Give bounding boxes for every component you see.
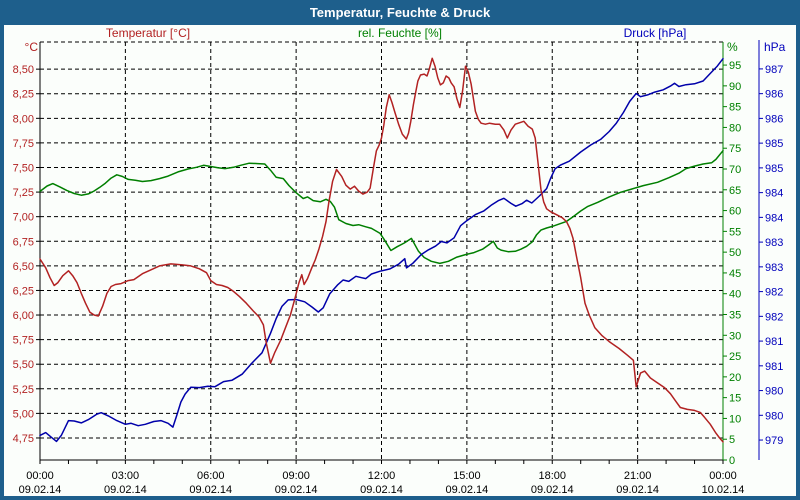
window-titlebar: Temperatur, Feuchte & Druck — [0, 0, 800, 25]
humidity-tick-label: 60 — [729, 206, 741, 218]
pressure-tick-label: 979 — [765, 435, 783, 447]
time-tick-label: 03:00 — [112, 470, 140, 482]
window-title: Temperatur, Feuchte & Druck — [309, 5, 491, 20]
date-tick-label: 10.02.14 — [702, 484, 745, 496]
pressure-axis-unit: hPa — [764, 40, 786, 54]
temperature-series-label: Temperatur [°C] — [105, 26, 191, 40]
pressure-tick-label: 987 — [765, 64, 783, 76]
date-tick-label: 09.02.14 — [445, 484, 488, 496]
temperature-tick-label: 5,00 — [13, 408, 34, 420]
humidity-tick-label: 80 — [729, 122, 741, 134]
humidity-tick-label: 5 — [729, 434, 735, 446]
pressure-tick-label: 982 — [765, 311, 783, 323]
humidity-tick-label: 25 — [729, 351, 741, 363]
pressure-tick-label: 986 — [765, 89, 783, 101]
date-tick-label: 09.02.14 — [531, 484, 574, 496]
pressure-tick-label: 983 — [765, 237, 783, 249]
temperature-tick-label: 8,50 — [13, 64, 34, 76]
pressure-tick-label: 984 — [765, 212, 783, 224]
time-tick-label: 00:00 — [709, 470, 737, 482]
time-tick-label: 06:00 — [197, 470, 225, 482]
time-tick-label: 21:00 — [624, 470, 652, 482]
pressure-tick-label: 982 — [765, 287, 783, 299]
time-tick-label: 12:00 — [368, 470, 396, 482]
pressure-tick-label: 980 — [765, 410, 783, 422]
series-line-humidity — [39, 149, 724, 265]
time-tick-label: 15:00 — [453, 470, 481, 482]
temperature-tick-label: 8,25 — [13, 89, 34, 101]
temperature-tick-label: 6,50 — [13, 261, 34, 273]
temperature-tick-label: 6,75 — [13, 236, 34, 248]
time-tick-label: 18:00 — [538, 470, 566, 482]
humidity-tick-label: 30 — [729, 330, 741, 342]
humidity-tick-label: 20 — [729, 372, 741, 384]
series-line-pressure — [39, 57, 724, 443]
pressure-tick-label: 983 — [765, 262, 783, 274]
temperature-tick-label: 6,25 — [13, 285, 34, 297]
humidity-tick-label: 85 — [729, 102, 741, 114]
temperature-tick-label: 5,25 — [13, 384, 34, 396]
pressure-tick-label: 986 — [765, 113, 783, 125]
humidity-tick-label: 10 — [729, 413, 741, 425]
temperature-tick-label: 6,00 — [13, 310, 34, 322]
pressure-tick-label: 980 — [765, 386, 783, 398]
date-tick-label: 09.02.14 — [360, 484, 403, 496]
temperature-tick-label: 7,50 — [13, 162, 34, 174]
humidity-series-label: rel. Feuchte [%] — [357, 26, 443, 40]
temperature-tick-label: 5,50 — [13, 359, 34, 371]
date-tick-label: 09.02.14 — [275, 484, 318, 496]
pressure-tick-label: 981 — [765, 336, 783, 348]
humidity-tick-label: 65 — [729, 185, 741, 197]
temperature-tick-label: 7,00 — [13, 212, 34, 224]
temperature-tick-label: 7,75 — [13, 138, 34, 150]
humidity-tick-label: 75 — [729, 143, 741, 155]
date-tick-label: 09.02.14 — [19, 484, 62, 496]
temperature-axis-unit: °C — [24, 40, 38, 54]
date-tick-label: 09.02.14 — [189, 484, 232, 496]
pressure-tick-label: 985 — [765, 163, 783, 175]
pressure-tick-label: 985 — [765, 138, 783, 150]
humidity-tick-label: 0 — [729, 455, 735, 467]
series-line-temperature — [39, 57, 724, 443]
humidity-tick-label: 15 — [729, 393, 741, 405]
humidity-tick-label: 45 — [729, 268, 741, 280]
temperature-tick-label: 5,75 — [13, 335, 34, 347]
date-tick-label: 09.02.14 — [104, 484, 147, 496]
temperature-tick-label: 7,25 — [13, 187, 34, 199]
humidity-tick-label: 90 — [729, 81, 741, 93]
chart-background — [4, 25, 796, 496]
date-tick-label: 09.02.14 — [616, 484, 659, 496]
time-tick-label: 09:00 — [282, 470, 310, 482]
humidity-tick-label: 55 — [729, 226, 741, 238]
time-tick-label: 00:00 — [26, 470, 54, 482]
humidity-tick-label: 70 — [729, 164, 741, 176]
temperature-tick-label: 8,00 — [13, 113, 34, 125]
humidity-tick-label: 95 — [729, 60, 741, 72]
humidity-tick-label: 50 — [729, 247, 741, 259]
humidity-tick-label: 35 — [729, 310, 741, 322]
humidity-tick-label: 40 — [729, 289, 741, 301]
humidity-axis-unit: % — [727, 40, 738, 54]
pressure-tick-label: 984 — [765, 188, 783, 200]
temperature-tick-label: 4,75 — [13, 433, 34, 445]
pressure-series-label: Druck [hPa] — [623, 26, 687, 40]
pressure-tick-label: 981 — [765, 361, 783, 373]
